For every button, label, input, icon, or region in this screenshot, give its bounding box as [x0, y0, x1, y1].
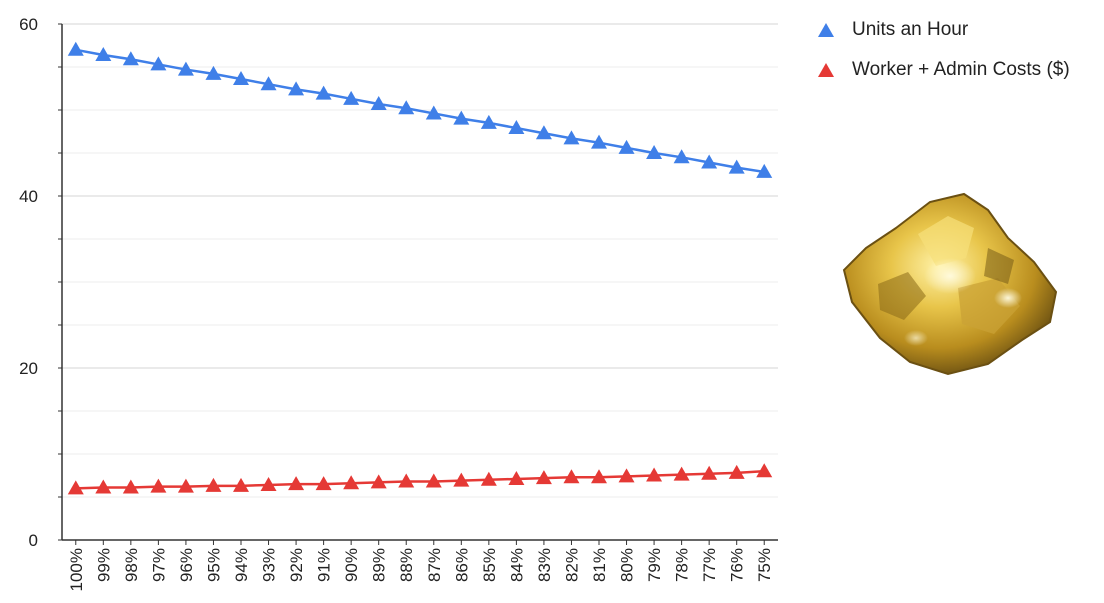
data-point [260, 476, 277, 491]
data-point [591, 134, 607, 149]
data-point [563, 469, 580, 484]
data-point [563, 130, 580, 145]
data-point [480, 471, 497, 486]
x-tick-label: 75% [755, 548, 774, 582]
series-1 [67, 463, 773, 495]
data-point [343, 90, 360, 105]
data-point [122, 51, 139, 66]
x-tick-label: 86% [452, 548, 471, 582]
data-point [370, 95, 387, 110]
x-tick-label: 82% [562, 548, 581, 582]
y-axis-ticks: 0 20 40 60 [19, 15, 62, 550]
x-tick-label: 85% [480, 548, 499, 582]
data-point [150, 478, 167, 493]
x-tick-label: 88% [397, 548, 416, 582]
data-point [425, 105, 442, 120]
data-point [233, 477, 249, 492]
x-tick-label: 87% [425, 548, 444, 582]
triangle-marker-icon [818, 63, 834, 77]
x-tick-label: 97% [149, 548, 168, 582]
data-point [728, 159, 745, 174]
x-tick-label: 77% [700, 548, 719, 582]
x-tick-label: 100% [67, 548, 86, 591]
data-point [398, 473, 415, 488]
x-tick-label: 95% [204, 548, 223, 582]
data-point [177, 478, 194, 493]
data-point [591, 469, 607, 484]
x-tick-label: 96% [177, 548, 196, 582]
data-point [122, 479, 139, 494]
data-point [315, 85, 332, 100]
data-point [756, 163, 773, 178]
y-tick-label: 40 [19, 187, 38, 206]
gold-nugget-image [842, 192, 1058, 376]
data-point [315, 476, 332, 491]
data-point [205, 65, 222, 80]
data-point [646, 467, 663, 482]
legend: Units an Hour Worker + Admin Costs ($) [818, 10, 1070, 90]
y-tick-label: 0 [29, 531, 38, 550]
y-tick-label: 20 [19, 359, 38, 378]
x-tick-label: 76% [728, 548, 747, 582]
data-point [205, 477, 222, 492]
legend-item-units[interactable]: Units an Hour [818, 10, 1070, 50]
x-tick-label: 90% [342, 548, 361, 582]
legend-label-costs: Worker + Admin Costs ($) [852, 59, 1070, 80]
data-point [646, 145, 663, 159]
data-point [425, 473, 442, 488]
x-tick-label: 93% [260, 548, 279, 582]
data-point [177, 61, 194, 76]
x-tick-label: 99% [94, 548, 113, 582]
legend-label-units: Units an Hour [852, 19, 969, 40]
data-point [453, 472, 470, 487]
data-point [95, 479, 112, 494]
data-point [728, 464, 745, 479]
data-point [673, 466, 690, 481]
x-tick-label: 92% [287, 548, 306, 582]
x-tick-label: 78% [673, 548, 692, 582]
x-tick-label: 84% [507, 548, 526, 582]
data-point [150, 56, 167, 71]
data-point [343, 475, 360, 490]
legend-item-costs[interactable]: Worker + Admin Costs ($) [818, 50, 1070, 90]
series-0 [67, 41, 773, 178]
data-point [95, 46, 112, 61]
data-point [701, 465, 718, 480]
data-point [398, 100, 415, 115]
x-axis-ticks: 100% 99% 98% 97% 96% 95% 94% 93% 92% 91% 90% 89% 88%… [67, 540, 774, 591]
data-point [67, 41, 84, 56]
data-point [618, 139, 635, 154]
gridlines [62, 23, 778, 498]
data-point [453, 110, 470, 125]
x-tick-label: 91% [315, 548, 334, 582]
series-line [75, 48, 765, 174]
data-point [673, 149, 690, 164]
data-point [535, 470, 552, 485]
data-point [756, 463, 773, 478]
x-tick-label: 94% [232, 548, 251, 582]
data-point [67, 480, 84, 495]
data-point [288, 81, 305, 96]
line-chart: 0 20 40 60 100% 99% 98% 97% 96% 95% 94% 93% 92% 91% 9… [19, 15, 778, 591]
y-tick-label: 60 [19, 15, 38, 34]
data-point [480, 114, 497, 129]
x-tick-label: 81% [590, 548, 609, 582]
x-tick-label: 80% [618, 548, 637, 582]
x-tick-label: 83% [535, 548, 554, 582]
data-point [618, 468, 635, 483]
data-point [701, 154, 718, 169]
x-tick-label: 98% [122, 548, 141, 582]
data-point [508, 120, 525, 135]
data-point [370, 474, 387, 489]
data-point [508, 470, 525, 485]
data-point [535, 125, 552, 140]
x-tick-label: 89% [370, 548, 389, 582]
series-group [67, 41, 773, 495]
data-point [233, 71, 249, 86]
triangle-marker-icon [818, 23, 834, 37]
data-point [260, 76, 277, 91]
data-point [288, 476, 305, 491]
x-tick-label: 79% [645, 548, 664, 582]
